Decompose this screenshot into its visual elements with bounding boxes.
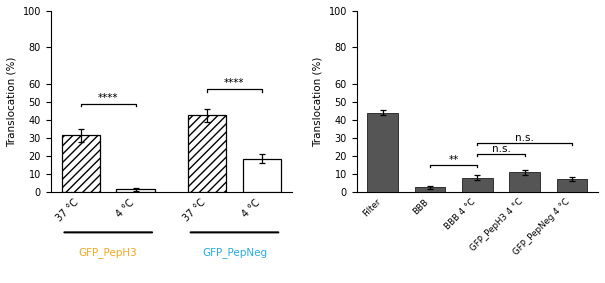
Bar <box>188 115 226 192</box>
Bar <box>557 179 587 192</box>
Bar <box>509 172 540 192</box>
Text: **: ** <box>448 155 459 165</box>
Bar <box>116 189 155 192</box>
Bar <box>62 135 100 192</box>
Bar <box>462 177 492 192</box>
Text: GFP_PepH3: GFP_PepH3 <box>79 247 137 258</box>
Y-axis label: Translocation (%): Translocation (%) <box>7 57 17 147</box>
Text: ****: **** <box>224 78 244 88</box>
Bar <box>367 113 398 192</box>
Bar <box>414 187 445 192</box>
Bar <box>243 159 281 192</box>
Text: ****: **** <box>98 93 119 103</box>
Text: n.s.: n.s. <box>515 133 534 143</box>
Y-axis label: Translocation (%): Translocation (%) <box>313 57 323 147</box>
Text: GFP_PepNeg: GFP_PepNeg <box>202 247 267 258</box>
Text: n.s.: n.s. <box>491 144 511 154</box>
